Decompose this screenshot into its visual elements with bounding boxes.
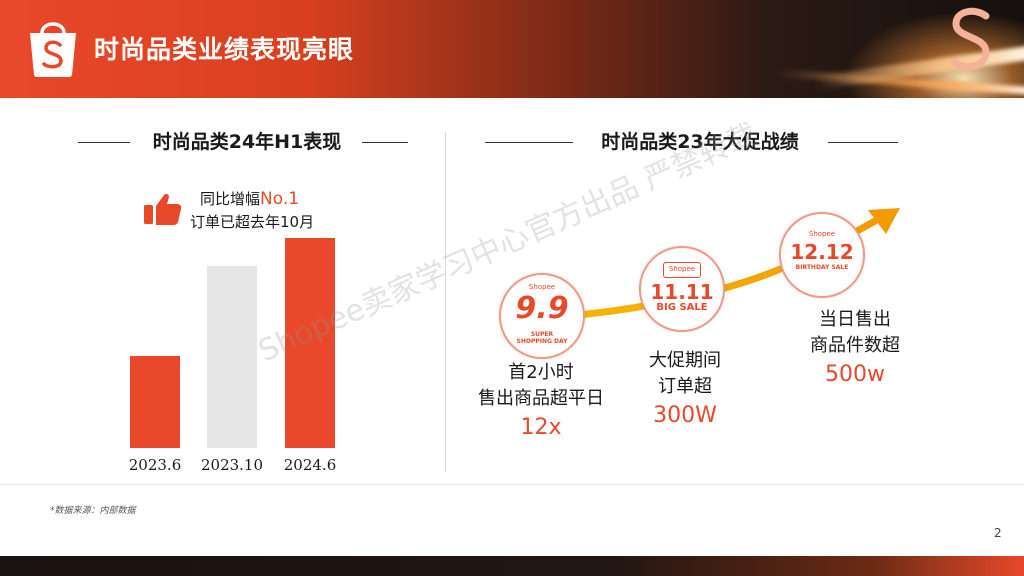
- shopee-s-decor-icon: [950, 7, 990, 71]
- event-stat-9-9: 首2小时 售出商品超平日 12x: [470, 360, 612, 441]
- header-banner: 时尚品类业绩表现亮眼: [0, 0, 1024, 98]
- badge-brand: Shopee: [668, 265, 696, 273]
- orders-callout: 订单已超去年10月: [190, 213, 315, 231]
- left-heading: 时尚品类24年H1表现: [152, 131, 342, 153]
- badge-main: 9.9: [515, 291, 569, 326]
- stat-value: 12x: [520, 415, 562, 440]
- heading-rule: [78, 142, 130, 143]
- heading-rule: [828, 142, 898, 143]
- heading-rule: [485, 142, 573, 143]
- badge-sub: BIG SALE: [656, 302, 708, 313]
- bar-2023.6: [130, 356, 180, 448]
- category-label: 2023.10: [200, 456, 264, 474]
- stat-line2: 售出商品超平日: [478, 388, 604, 409]
- heading-rule: [362, 142, 408, 143]
- shopee-bag-logo-icon: [30, 22, 76, 77]
- badge-main: 11.11: [650, 280, 714, 304]
- stat-value: 500w: [825, 362, 885, 387]
- stat-line1: 大促期间: [649, 350, 721, 371]
- stat-line2: 商品件数超: [810, 335, 900, 356]
- thumbs-up-icon: [144, 193, 182, 225]
- section-divider: [445, 132, 446, 472]
- bar-2024.6: [285, 238, 335, 448]
- event-stat-12-12: 当日售出 商品件数超 500w: [790, 307, 920, 388]
- page-title: 时尚品类业绩表现亮眼: [94, 35, 355, 64]
- stat-line2: 订单超: [658, 376, 712, 397]
- footer-bar: [0, 556, 1024, 576]
- event-badge-12-12: Shopee 12.12 BIRTHDAY SALE: [779, 212, 865, 298]
- badge-brand: Shopee: [528, 283, 556, 291]
- event-badge-9-9: Shopee 9.9 SUPER SHOPPING DAY: [499, 273, 585, 359]
- badge-sub: SUPER SHOPPING DAY: [516, 331, 568, 345]
- badge-main: 12.12: [790, 240, 854, 264]
- bar-2023.10: [207, 266, 257, 448]
- category-label: 2023.6: [128, 456, 182, 474]
- badge-sub: BIRTHDAY SALE: [795, 264, 849, 271]
- footer-rule: [0, 484, 1024, 485]
- stat-line1: 首2小时: [508, 362, 574, 383]
- stat-line1: 当日售出: [819, 309, 891, 330]
- badge-brand: Shopee: [808, 230, 836, 238]
- stat-value: 300W: [653, 403, 717, 428]
- page-number: 2: [994, 526, 1002, 540]
- event-badge-11-11: Shopee 11.11 BIG SALE: [639, 246, 725, 332]
- callout-prefix: 同比增幅: [200, 190, 261, 208]
- bag-outline-icon: [663, 262, 701, 278]
- growth-callout: 同比增幅No.1: [200, 188, 299, 209]
- callout-highlight: No.1: [260, 189, 300, 209]
- category-label: 2024.6: [283, 456, 337, 474]
- right-heading: 时尚品类23年大促战绩: [601, 131, 799, 153]
- data-source-note: *数据来源：内部数据: [50, 506, 136, 516]
- event-stat-11-11: 大促期间 订单超 300W: [620, 348, 750, 429]
